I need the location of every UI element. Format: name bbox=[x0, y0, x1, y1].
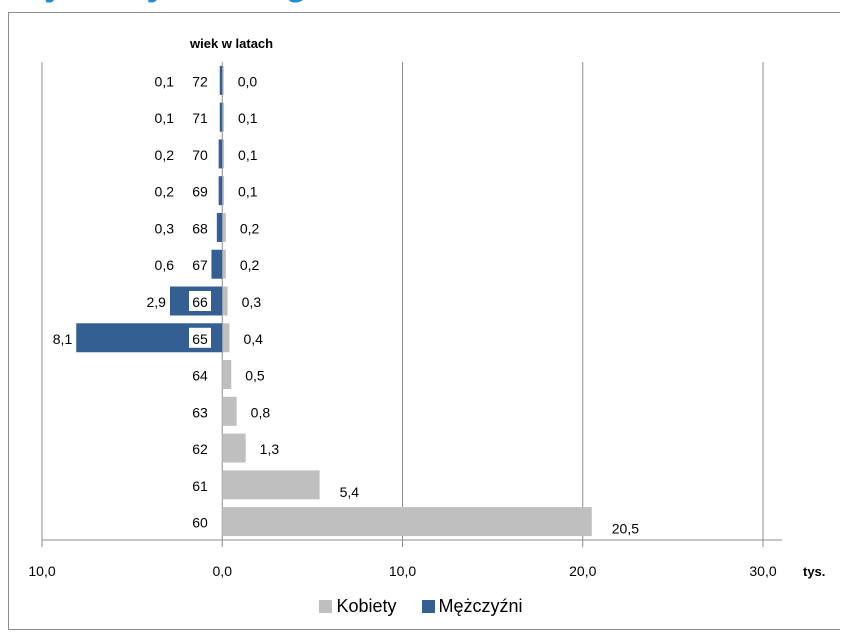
bar-kobiety bbox=[222, 286, 228, 316]
category-label: 69 bbox=[192, 184, 208, 200]
category-label-bg bbox=[189, 291, 211, 311]
data-label-kobiety: 0,1 bbox=[238, 147, 258, 163]
category-label: 71 bbox=[192, 110, 208, 126]
legend-label-mezczyzni: Mężczyźni bbox=[438, 596, 523, 616]
bar-mezczyzni bbox=[219, 102, 223, 132]
category-label: 67 bbox=[192, 257, 208, 273]
data-label-kobiety: 5,4 bbox=[340, 484, 360, 500]
category-label: 70 bbox=[192, 147, 208, 163]
bar-kobiety bbox=[222, 65, 224, 95]
category-label: 66 bbox=[192, 294, 208, 310]
data-label-kobiety: 20,5 bbox=[612, 521, 639, 537]
bar-kobiety bbox=[222, 470, 320, 500]
data-label-mezczyzni: 0,2 bbox=[155, 184, 175, 200]
category-label: 65 bbox=[192, 331, 208, 347]
category-label: 60 bbox=[192, 515, 208, 531]
category-label: 64 bbox=[192, 368, 208, 384]
data-label-kobiety: 0,1 bbox=[238, 184, 258, 200]
data-label-kobiety: 0,0 bbox=[238, 73, 258, 89]
category-label: 68 bbox=[192, 220, 208, 236]
data-label-kobiety: 0,2 bbox=[240, 257, 260, 273]
x-tick-label: 10,0 bbox=[28, 563, 55, 579]
labels: 10,0 0,0 10,0 20,0 30,0 0,0 0,1 72 0,1 0,1 71 0,1 0,… bbox=[28, 73, 776, 579]
x-tick-label: 30,0 bbox=[749, 563, 776, 579]
bar-kobiety bbox=[222, 249, 226, 279]
bars bbox=[76, 65, 592, 537]
data-label-mezczyzni: 0,1 bbox=[155, 110, 175, 126]
x-axis-unit: tys. bbox=[803, 564, 825, 579]
x-tick-label: 10,0 bbox=[389, 563, 416, 579]
bar-mezczyzni bbox=[219, 65, 223, 95]
data-label-mezczyzni: 2,9 bbox=[147, 294, 167, 310]
category-label: 61 bbox=[192, 478, 208, 494]
bar-kobiety bbox=[222, 176, 225, 206]
data-label-kobiety: 0,3 bbox=[242, 294, 262, 310]
bar-mezczyzni bbox=[218, 139, 223, 169]
partial-page-title: ...nych wyniku ...gu ... bbox=[0, 0, 842, 12]
data-label-kobiety: 0,8 bbox=[251, 404, 271, 420]
legend-label-kobiety: Kobiety bbox=[336, 596, 397, 616]
bar-mezczyzni bbox=[211, 249, 223, 279]
bar-mezczyzni bbox=[216, 212, 223, 242]
data-label-kobiety: 0,1 bbox=[238, 110, 258, 126]
data-label-mezczyzni: 8,1 bbox=[53, 331, 73, 347]
x-tick-label: 0,0 bbox=[213, 563, 233, 579]
data-label-mezczyzni: 0,6 bbox=[155, 257, 175, 273]
category-label: 72 bbox=[192, 73, 208, 89]
category-label-bg bbox=[189, 327, 211, 348]
legend-item-mezczyzni: Mężczyźni bbox=[421, 596, 523, 617]
data-label-kobiety: 0,2 bbox=[240, 220, 260, 236]
legend-item-kobiety: Kobiety bbox=[319, 596, 397, 617]
bar-kobiety bbox=[222, 507, 592, 537]
bar-kobiety bbox=[222, 212, 226, 242]
bar-kobiety bbox=[222, 102, 225, 132]
bar-kobiety bbox=[222, 360, 232, 390]
data-label-mezczyzni: 0,1 bbox=[155, 73, 175, 89]
legend: Kobiety Mężczyźni bbox=[0, 596, 842, 618]
legend-swatch-mezczyzni bbox=[421, 600, 435, 613]
bar-kobiety bbox=[222, 139, 225, 169]
data-label-kobiety: 0,4 bbox=[243, 331, 263, 347]
legend-swatch-kobiety bbox=[319, 600, 333, 613]
data-label-kobiety: 1,3 bbox=[260, 441, 280, 457]
data-label-kobiety: 0,5 bbox=[245, 368, 265, 384]
data-label-mezczyzni: 0,2 bbox=[155, 147, 175, 163]
bar-kobiety bbox=[222, 433, 246, 463]
x-tick-label: 20,0 bbox=[569, 563, 596, 579]
category-label: 63 bbox=[192, 404, 208, 420]
category-label: 62 bbox=[192, 441, 208, 457]
y-axis-title: wiek w latach bbox=[189, 36, 273, 51]
bar-kobiety bbox=[222, 323, 230, 353]
data-label-mezczyzni: 0,3 bbox=[155, 220, 175, 236]
bar-mezczyzni bbox=[218, 176, 223, 206]
bar-kobiety bbox=[222, 396, 237, 426]
